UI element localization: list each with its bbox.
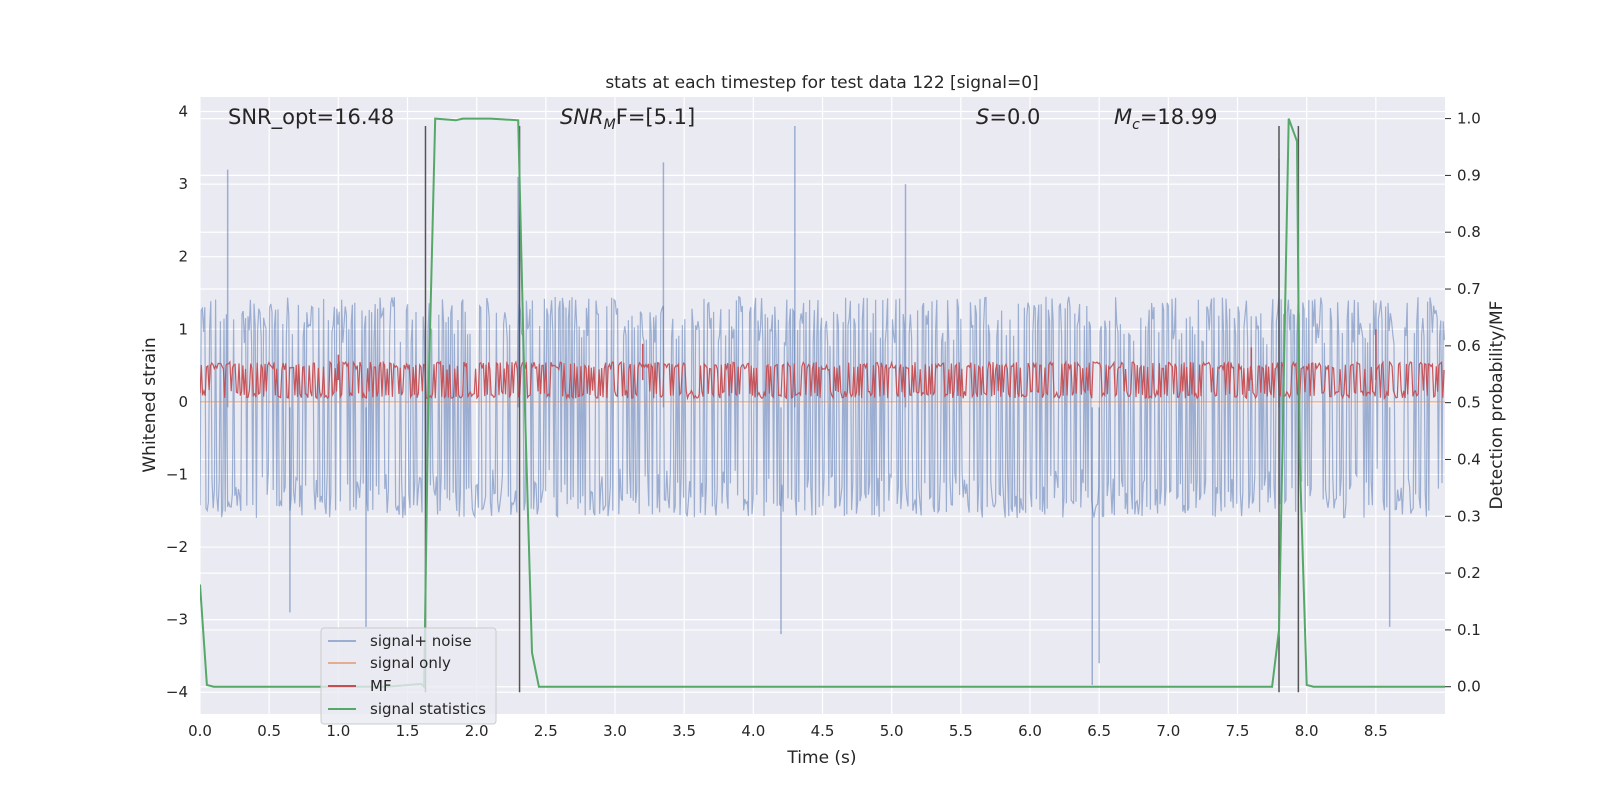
legend-label-signal-only: signal only bbox=[370, 654, 451, 672]
annotation-mc: Mc=18.99 bbox=[1114, 105, 1218, 133]
x-axis-ticks: 0.0 0.5 1.0 1.5 2.0 2.5 3.0 3.5 4.0 4.5 5.0 5.5 6.0 6… bbox=[188, 722, 1388, 740]
mc-sub: c bbox=[1132, 117, 1140, 133]
x-tick-label: 6.5 bbox=[1087, 722, 1111, 740]
signal-plus-noise-line bbox=[200, 295, 1445, 519]
x-tick-label: 0.5 bbox=[257, 722, 281, 740]
y-right-tick-label: 0.3 bbox=[1457, 507, 1481, 525]
x-tick-label: 6.0 bbox=[1018, 722, 1042, 740]
y-axis-right-label: Detection probability/MF bbox=[1487, 301, 1507, 510]
series-mf bbox=[200, 329, 1445, 401]
y-tick-label: −3 bbox=[166, 611, 188, 629]
y-tick-label: 0 bbox=[178, 393, 188, 411]
x-tick-label: 1.5 bbox=[396, 722, 420, 740]
legend-label-mf: MF bbox=[370, 677, 392, 695]
annotation-snr-mf: SNRMF=[5.1] bbox=[560, 105, 695, 133]
mf-line bbox=[200, 360, 1445, 401]
legend-label-signal-statistics: signal statistics bbox=[370, 700, 486, 718]
snr-mf-prefix: SNR bbox=[560, 105, 604, 129]
y-right-tick-label: 0.2 bbox=[1457, 564, 1481, 582]
x-tick-label: 3.5 bbox=[672, 722, 696, 740]
legend-label-signal-plus-noise: signal+ noise bbox=[370, 632, 472, 650]
s-rest: =0.0 bbox=[989, 105, 1040, 129]
mc-symbol: M bbox=[1114, 105, 1132, 129]
y-tick-label: 1 bbox=[178, 320, 188, 338]
x-tick-label: 4.5 bbox=[811, 722, 835, 740]
y-right-tick-label: 0.7 bbox=[1457, 280, 1481, 298]
x-tick-label: 0.0 bbox=[188, 722, 212, 740]
x-tick-label: 8.5 bbox=[1364, 722, 1388, 740]
y-tick-label: −1 bbox=[166, 465, 188, 483]
x-tick-label: 5.0 bbox=[880, 722, 904, 740]
chart-title: stats at each timestep for test data 122… bbox=[605, 73, 1038, 93]
annotation-s: S=0.0 bbox=[976, 105, 1040, 129]
x-tick-label: 7.0 bbox=[1156, 722, 1180, 740]
x-tick-label: 3.0 bbox=[603, 722, 627, 740]
snr-mf-rest: F=[5.1] bbox=[616, 105, 695, 129]
y-right-tick-label: 1.0 bbox=[1457, 110, 1481, 128]
y-tick-label: −4 bbox=[166, 683, 188, 701]
y-right-tick-label: 0.1 bbox=[1457, 621, 1481, 639]
y-right-tick-label: 0.5 bbox=[1457, 394, 1481, 412]
y-tick-label: −2 bbox=[166, 538, 188, 556]
y-tick-label: 4 bbox=[178, 103, 188, 121]
x-tick-label: 2.5 bbox=[534, 722, 558, 740]
y-right-tick-label: 0.4 bbox=[1457, 450, 1481, 468]
x-tick-label: 8.0 bbox=[1295, 722, 1319, 740]
x-tick-label: 4.0 bbox=[741, 722, 765, 740]
y-right-tick-label: 0.8 bbox=[1457, 223, 1481, 241]
x-axis-label: Time (s) bbox=[786, 748, 856, 768]
x-tick-label: 7.5 bbox=[1226, 722, 1250, 740]
y-right-tick-label: 0.9 bbox=[1457, 166, 1481, 184]
s-symbol: S bbox=[976, 105, 989, 129]
y-tick-label: 3 bbox=[178, 175, 188, 193]
x-tick-label: 1.0 bbox=[326, 722, 350, 740]
y-right-tick-label: 0.6 bbox=[1457, 337, 1481, 355]
legend-box bbox=[320, 627, 497, 725]
y-tick-label: 2 bbox=[178, 248, 188, 266]
snr-mf-sub: M bbox=[604, 117, 616, 133]
y-axis-ticks: −4 −3 −2 −1 0 1 2 3 4 bbox=[166, 103, 188, 702]
legend: signal+ noise signal only MF signal stat… bbox=[320, 627, 497, 725]
y-axis-label: Whitened strain bbox=[140, 337, 160, 472]
mc-rest: =18.99 bbox=[1140, 105, 1218, 129]
x-tick-label: 2.0 bbox=[465, 722, 489, 740]
annotation-snr-opt: SNR_opt=16.48 bbox=[228, 105, 394, 130]
x-tick-label: 5.5 bbox=[949, 722, 973, 740]
y-axis-right-ticks: 0.0 0.1 0.2 0.3 0.4 0.5 0.6 0.7 0.8 0.9 1.0 bbox=[1445, 110, 1481, 696]
y-right-tick-label: 0.0 bbox=[1457, 678, 1481, 696]
